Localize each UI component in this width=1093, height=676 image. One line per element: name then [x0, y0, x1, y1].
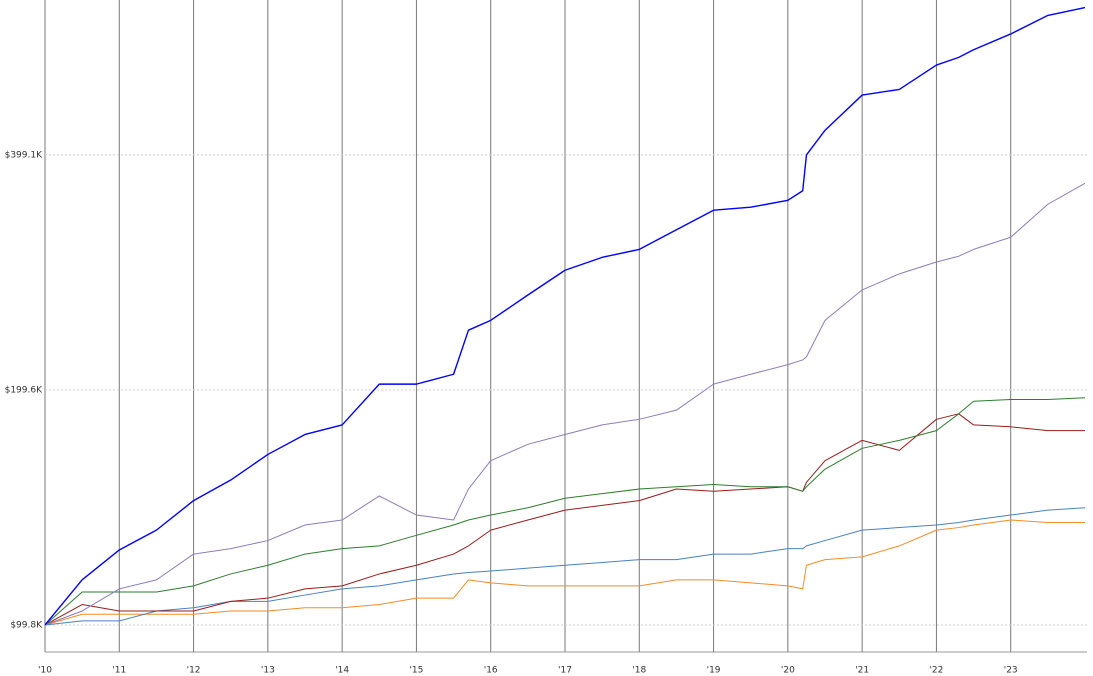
y-tick-label: $399.1K	[5, 150, 43, 160]
series-line	[44, 397, 1086, 626]
y-tick-label: $99.8K	[10, 620, 43, 630]
x-tick-label: '16	[484, 666, 498, 676]
x-tick-label: '20	[781, 666, 795, 676]
x-tick-label: '13	[261, 666, 275, 676]
x-tick-label: '23	[1004, 666, 1018, 676]
x-tick-label: '11	[112, 666, 126, 676]
x-tick-label: '10	[38, 666, 52, 676]
x-tick-label: '21	[855, 666, 869, 676]
series-line	[44, 519, 1085, 626]
x-tick-label: '19	[707, 666, 721, 676]
series-line	[44, 6, 1086, 626]
y-tick-label: $199.6K	[5, 385, 43, 395]
x-tick-label: '14	[335, 666, 349, 676]
x-tick-label: '12	[187, 666, 201, 676]
x-tick-label: '18	[632, 666, 646, 676]
x-tick-label: '17	[558, 666, 572, 676]
series-line	[44, 413, 1085, 626]
x-tick-label: '15	[409, 666, 423, 676]
series-line	[44, 507, 1086, 626]
x-tick-label: '22	[929, 666, 943, 676]
series-line	[44, 182, 1086, 626]
